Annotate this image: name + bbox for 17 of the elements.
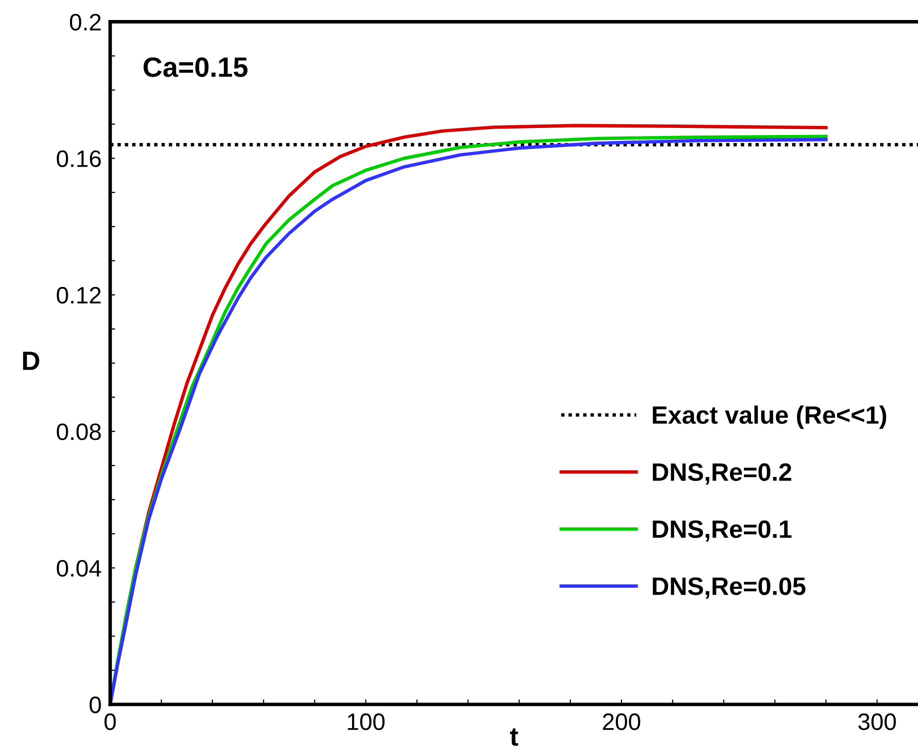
y-tick-label: 0.08: [56, 423, 101, 440]
legend-label: DNS,Re=0.1: [652, 520, 792, 542]
x-tick-label: 200: [602, 713, 640, 730]
legend-label: DNS,Re=0.05: [652, 577, 806, 599]
x-tick-label: 100: [348, 713, 385, 730]
y-tick-label: 0.04: [56, 560, 102, 577]
legend-label: Exact value (Re<<1): [652, 406, 886, 429]
x-axis-title: t: [510, 728, 518, 746]
y-tick-label: 0.16: [56, 150, 101, 168]
y-tick-label: 0.12: [56, 286, 101, 304]
x-tick-label: 300: [858, 713, 896, 730]
annotation: Ca=0.15: [144, 57, 248, 78]
legend-label: DNS,Re=0.2: [652, 463, 792, 485]
y-tick-label: 0: [90, 696, 101, 714]
y-axis-title: D: [23, 352, 40, 370]
y-tick-label: 0.2: [70, 14, 101, 31]
x-tick-label: 0: [104, 713, 116, 730]
